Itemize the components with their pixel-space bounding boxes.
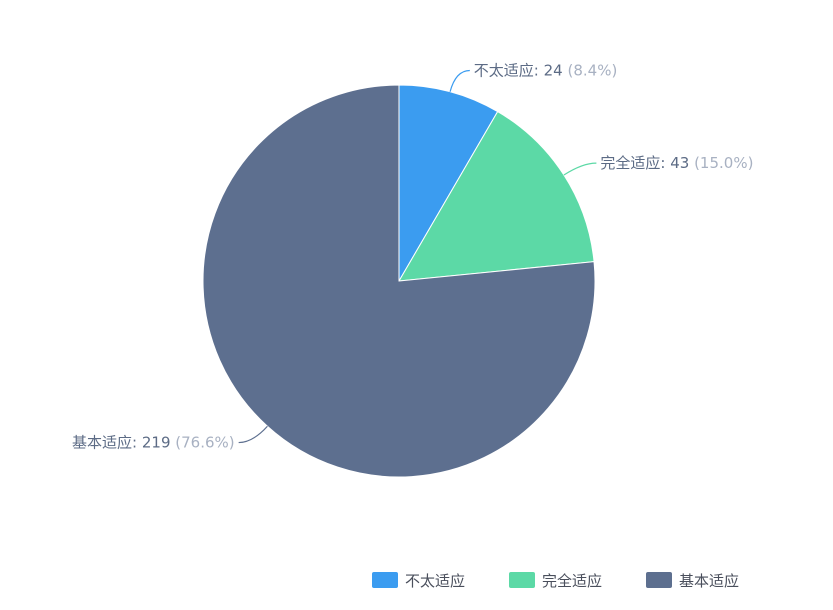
pie-slice-1[interactable] [398,84,499,283]
legend-swatch [372,572,398,588]
legend-swatch [646,572,672,588]
legend-item-1[interactable]: 不太适应 [372,572,465,590]
leader-line-2 [563,162,597,176]
legend-label: 基本适应 [679,572,739,590]
leader-line-1 [449,69,470,92]
legend: 不太适应 完全适应 基本适应 [372,572,739,590]
legend-label: 不太适应 [405,572,465,590]
legend-label: 完全适应 [542,572,602,590]
leader-line-3 [238,425,268,444]
slice-label-percent: (15.0%) [694,154,753,172]
legend-item-2[interactable]: 完全适应 [509,572,602,590]
slice-labels: 不太适应: 24 (8.4%) 完全适应: 43 (15.0%) 基本适应: 219… [72,62,753,452]
slice-label-3: 基本适应: 219 (76.6%) [72,434,235,452]
pie-slices [202,84,596,478]
slice-label-name: 完全适应: 43 [600,154,694,172]
pie-slice-3[interactable] [202,84,596,478]
slice-label-name: 不太适应: 24 [474,62,568,80]
slice-label-1: 不太适应: 24 (8.4%) [474,62,618,80]
legend-item-3[interactable]: 基本适应 [646,572,739,590]
slice-label-name: 基本适应: 219 [72,434,175,452]
slice-label-2: 完全适应: 43 (15.0%) [600,154,753,172]
slice-label-percent: (8.4%) [567,62,617,80]
legend-swatch [509,572,535,588]
slice-label-percent: (76.6%) [175,434,234,452]
